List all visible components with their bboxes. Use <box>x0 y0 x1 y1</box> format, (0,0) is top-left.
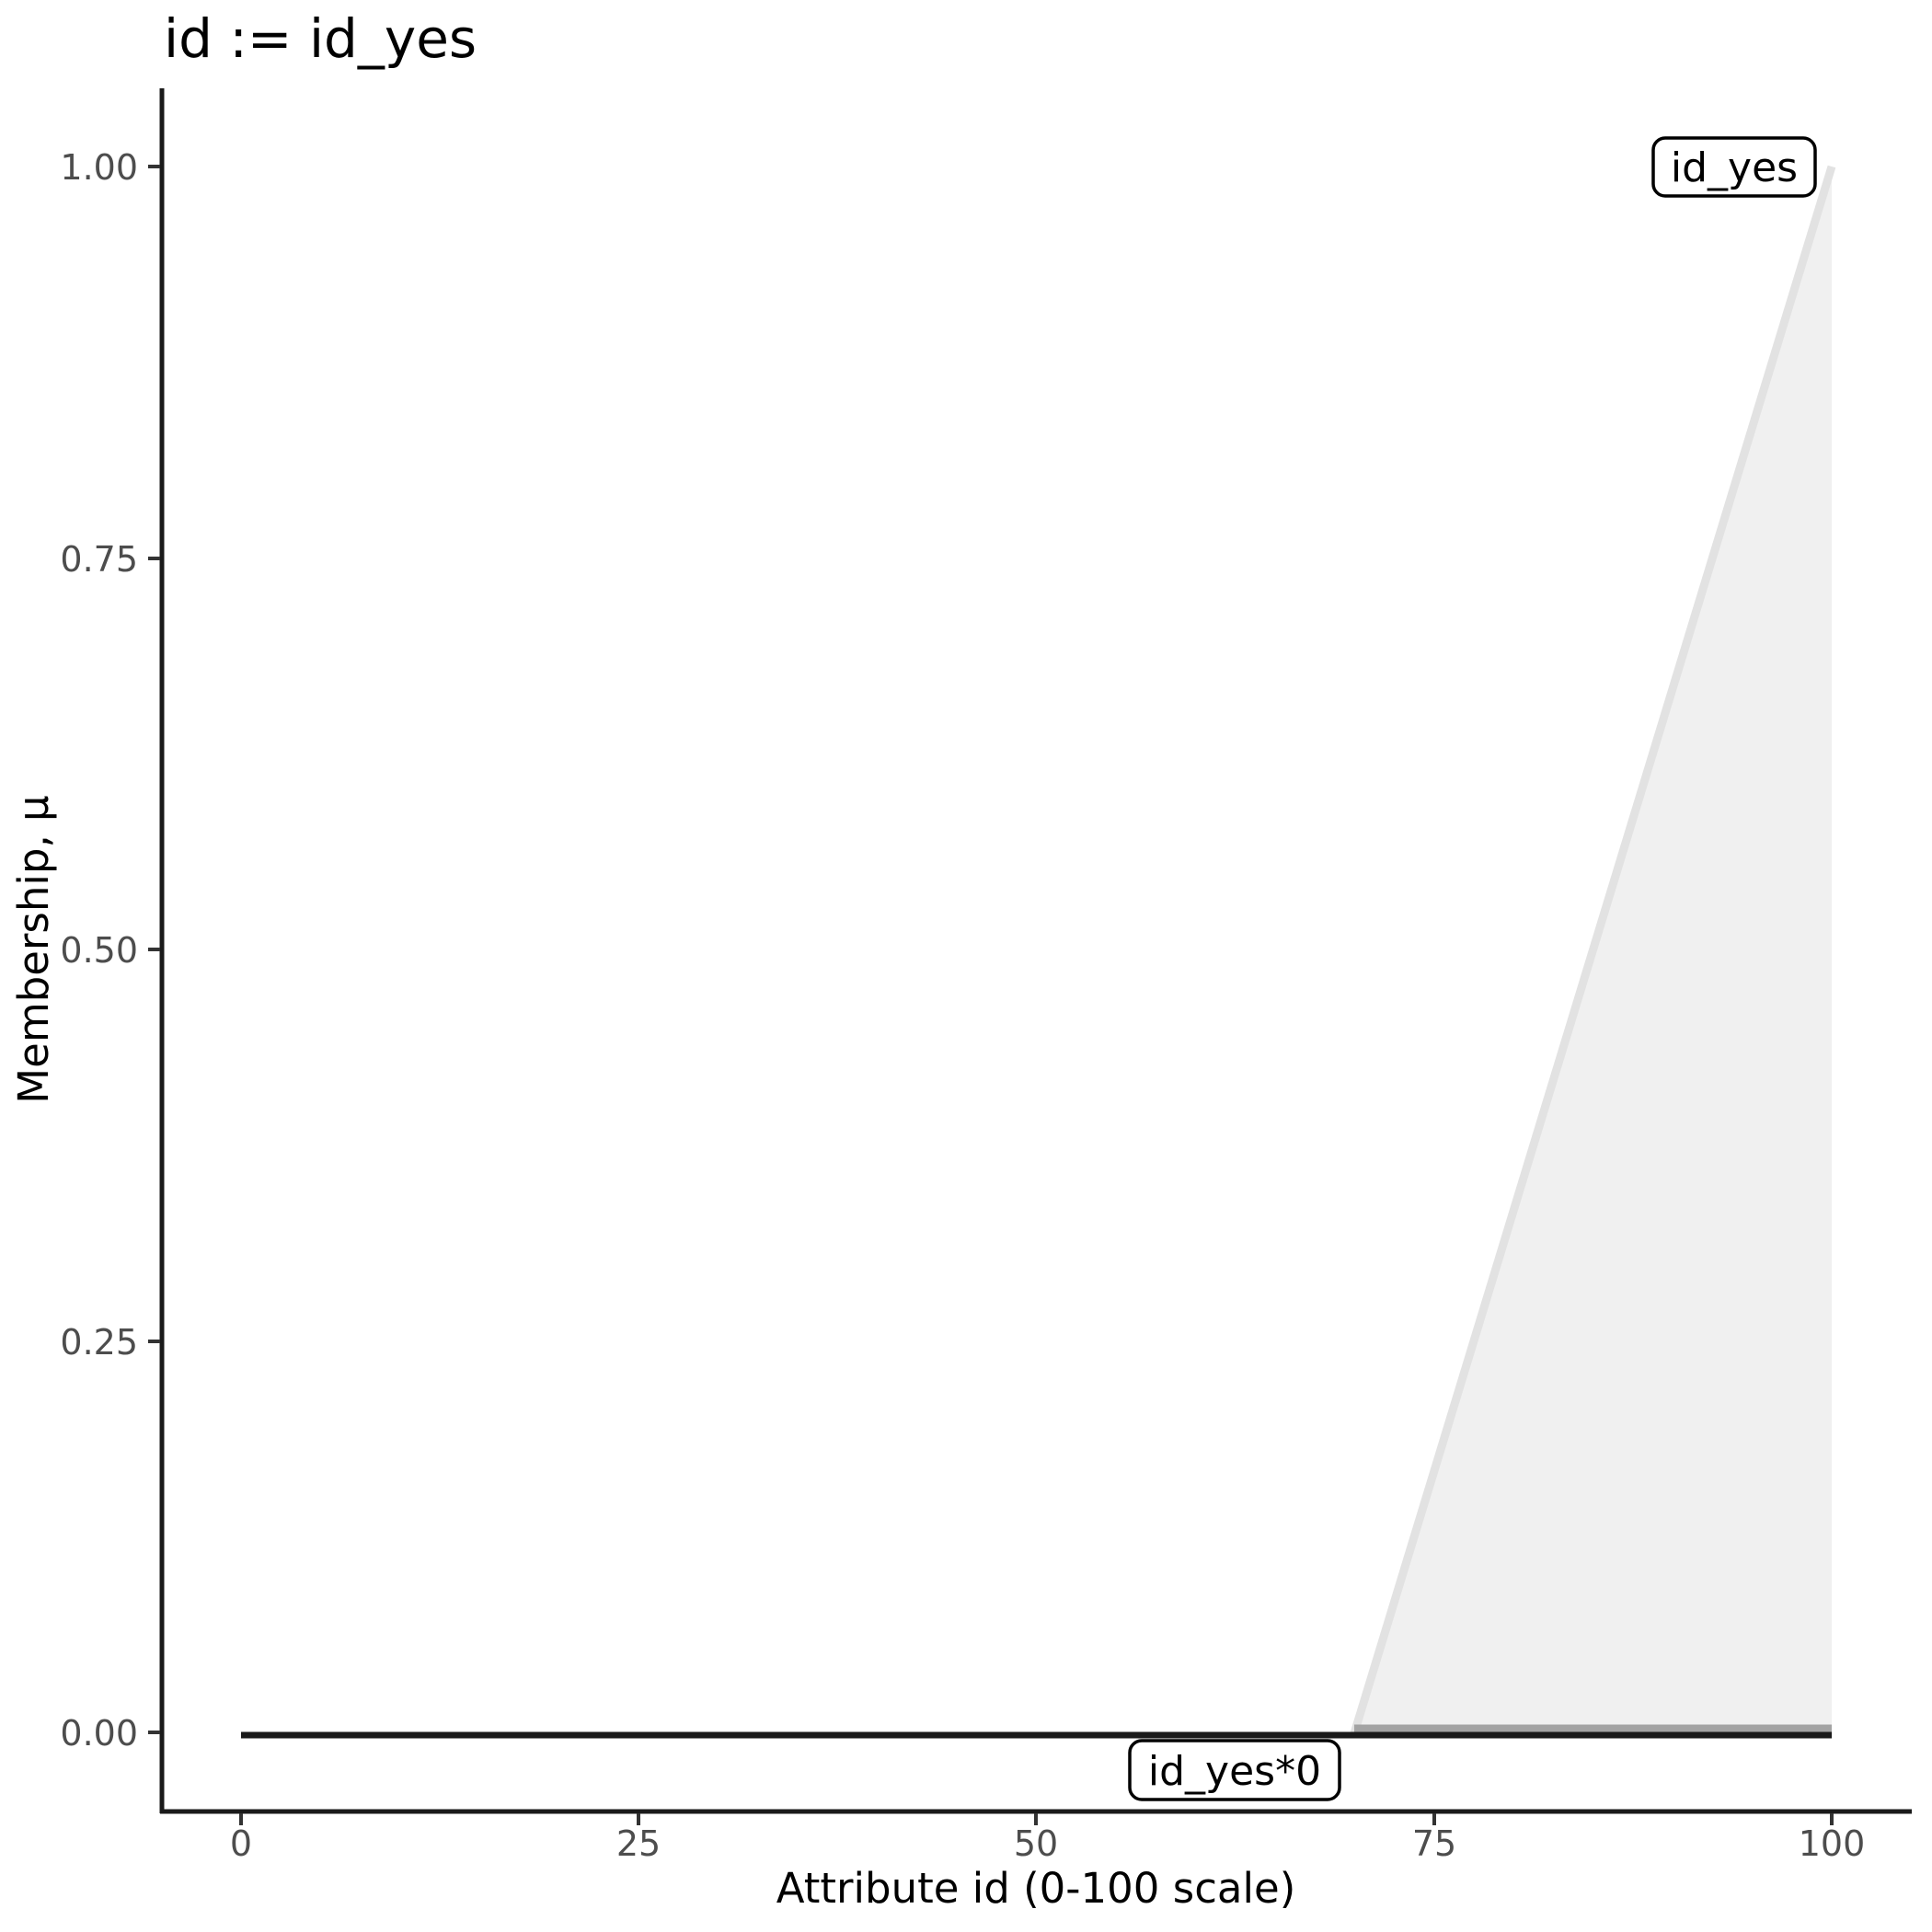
y-axis-title: Membership, μ <box>9 795 58 1103</box>
id-yes-times-zero-label-text: id_yes*0 <box>1148 1748 1321 1795</box>
id-yes-times-zero-label-box <box>1128 1739 1341 1801</box>
y-tick-labels: 1.00 0.75 0.50 0.25 0.00 <box>60 147 138 1754</box>
x-tick-label-0: 0 <box>230 1823 252 1864</box>
x-tick-label-50: 50 <box>1014 1823 1058 1864</box>
y-tick-marks <box>148 165 160 1734</box>
x-tick-label-75: 75 <box>1412 1823 1456 1864</box>
y-tick-label-0.50: 0.50 <box>60 930 138 971</box>
y-tick-label-0.00: 0.00 <box>60 1713 138 1754</box>
x-axis-title: Attribute id (0-100 scale) <box>776 1864 1296 1913</box>
id-yes-ramp-line <box>1350 165 1836 1735</box>
x-tick-label-100: 100 <box>1799 1823 1866 1864</box>
x-tick-marks <box>239 1813 1834 1825</box>
y-tick-label-1.00: 1.00 <box>60 147 138 188</box>
id-yes-label: id_yes <box>1651 136 1817 198</box>
id-yes-label-box <box>1651 136 1817 198</box>
x-tick-label-25: 25 <box>616 1823 661 1864</box>
plot-title: id := id_yes <box>164 7 477 70</box>
id-yes-times-zero-label: id_yes*0 <box>1128 1739 1341 1801</box>
y-tick-label-0.75: 0.75 <box>60 539 138 580</box>
x-tick-labels: 0 25 50 75 100 <box>230 1823 1865 1864</box>
y-tick-label-0.25: 0.25 <box>60 1322 138 1363</box>
id-yes-label-text: id_yes <box>1671 144 1798 191</box>
